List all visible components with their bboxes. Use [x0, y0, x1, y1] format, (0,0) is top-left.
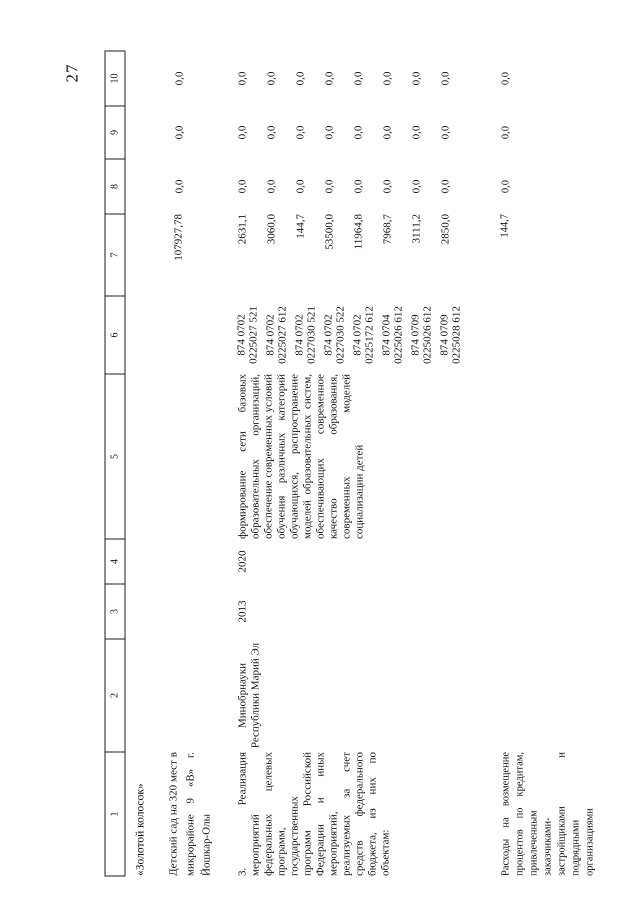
table-spacer-row	[469, 51, 499, 876]
column-header-9: 9	[105, 106, 125, 159]
cell-value-col9: 0,0	[381, 125, 394, 140]
cell-value-col8: 0,0	[439, 179, 452, 194]
column-header-2: 2	[105, 639, 125, 752]
table-row-interest-expenses: Расходы на возмещение процентов по креди…	[499, 51, 599, 876]
cell-value-col10: 0,0	[323, 71, 336, 86]
budget-code-line2: 0225027 521	[247, 306, 259, 364]
cell-value-col8: 0,0	[352, 179, 365, 194]
cell-value-col9: 0,0	[323, 125, 336, 140]
table-row-kindergarten: Детский сад на 320 мест в микрорайоне 9 …	[163, 51, 237, 876]
budget-code-line2: 0225026 612	[421, 306, 433, 364]
cell-value-col8: 0,0	[236, 179, 249, 194]
cell-measure-name: 3. Реализация мероприятий федеральных це…	[236, 752, 392, 876]
cell-amount-col7: 3060,0	[265, 214, 278, 245]
cell-value-col8: 0,0	[323, 179, 336, 194]
cell-end-year: 2020	[236, 550, 249, 573]
cell-amount-col7: 144,7	[294, 214, 307, 239]
budget-objects-table: 1 2 3 4 5 6 7 8 9 10 «Золотой колосок» Д…	[105, 51, 599, 877]
cell-value-col10: 0,0	[381, 71, 394, 86]
cell-value-col9: 0,0	[500, 125, 512, 140]
cell-value-col10: 0,0	[439, 71, 452, 86]
column-header-5: 5	[105, 374, 125, 539]
cell-value-col8: 0,0	[265, 179, 278, 194]
cell-value-col10: 0,0	[236, 71, 249, 86]
cell-amount-col7: 144,7	[499, 214, 511, 238]
cell-value-col9: 0,0	[439, 125, 452, 140]
cell-amount-col7: 7968,7	[381, 214, 394, 245]
cell-value-col9: 0,0	[410, 125, 423, 140]
cell-object-name: Детский сад на 320 мест в микрорайоне 9 …	[167, 752, 213, 876]
cell-value-col9: 0,0	[352, 125, 365, 140]
cell-amount-col7: 2850,0	[439, 214, 452, 245]
cell-amount-col7: 11964,8	[352, 214, 365, 250]
cell-value-col8: 0,0	[173, 179, 186, 194]
budget-code-line1: 874 0702	[236, 314, 248, 356]
cell-amount-col7: 3111,2	[410, 214, 423, 244]
cell-budget-code: 874 0704 0225026 612	[382, 296, 411, 374]
cell-value-col10: 0,0	[173, 71, 186, 86]
cell-start-year: 2013	[236, 600, 249, 623]
budget-code-line2: 0227030 521	[305, 306, 317, 364]
budget-code-line1: 874 0704	[381, 314, 393, 356]
cell-value-col8: 0,0	[500, 179, 512, 194]
budget-code-line1: 874 0702	[352, 314, 364, 356]
cell-budget-code: 874 0702 0227030 521	[295, 296, 324, 374]
table-row-federal-programs: 3. Реализация мероприятий федеральных це…	[236, 51, 392, 876]
cell-value-col9: 0,0	[173, 125, 186, 140]
column-header-8: 8	[105, 159, 125, 214]
cell-amount-col7: 2631,1	[236, 214, 249, 245]
column-header-1: 1	[105, 752, 125, 876]
budget-code-line1: 874 0702	[265, 314, 277, 356]
cell-value-col8: 0,0	[294, 179, 307, 194]
cell-object-name: «Золотой колосок»	[134, 783, 147, 876]
column-header-7: 7	[105, 214, 125, 296]
column-header-3: 3	[105, 584, 125, 639]
budget-code-line2: 0225028 612	[450, 306, 462, 364]
cell-expected-result: формирование сети базовых образовательны…	[236, 374, 366, 539]
cell-value-col10: 0,0	[265, 71, 278, 86]
cell-budget-code: 874 0702 0225027 612	[266, 296, 295, 374]
cell-budget-code: 874 0709 0225028 612	[440, 296, 469, 374]
cell-budget-code: 874 0702 0225172 612	[353, 296, 382, 374]
budget-code-line1: 874 0709	[439, 314, 451, 356]
cell-value-col10: 0,0	[352, 71, 365, 86]
cell-budget-code: 874 0709 0225026 612	[411, 296, 440, 374]
cell-expense-name: Расходы на возмещение процентов по креди…	[500, 752, 596, 876]
cell-value-col10: 0,0	[500, 71, 512, 86]
cell-value-col9: 0,0	[294, 125, 307, 140]
column-number-header-row: 1 2 3 4 5 6 7 8 9 10	[105, 51, 125, 876]
column-header-4: 4	[105, 539, 125, 584]
budget-code-line2: 0225026 612	[392, 306, 404, 364]
cell-value-col8: 0,0	[410, 179, 423, 194]
cell-value-col9: 0,0	[265, 125, 278, 140]
budget-code-line2: 0227030 522	[334, 306, 346, 364]
cell-executor: Минобрнауки Республики Марий Эл	[236, 642, 262, 749]
budget-code-line2: 0225172 612	[363, 306, 375, 364]
cell-value-col10: 0,0	[294, 71, 307, 86]
page-number: 27	[62, 63, 82, 83]
cell-value-col9: 0,0	[236, 125, 249, 140]
cell-amount-col7: 53500,0	[323, 214, 336, 250]
cell-value-col8: 0,0	[381, 179, 394, 194]
column-header-10: 10	[105, 51, 125, 106]
cell-budget-code: 874 0702 0227030 522	[324, 296, 353, 374]
cell-amount-col7: 107927,78	[172, 214, 185, 261]
column-header-6: 6	[105, 296, 125, 374]
budget-code-line1: 874 0702	[323, 314, 335, 356]
cell-budget-code: 874 0702 0225027 521	[237, 296, 266, 374]
table-row-quoted-object: «Золотой колосок»	[125, 51, 163, 876]
cell-value-col10: 0,0	[410, 71, 423, 86]
budget-code-line1: 874 0709	[410, 314, 422, 356]
budget-code-line1: 874 0702	[294, 314, 306, 356]
budget-code-line2: 0225027 612	[276, 306, 288, 364]
